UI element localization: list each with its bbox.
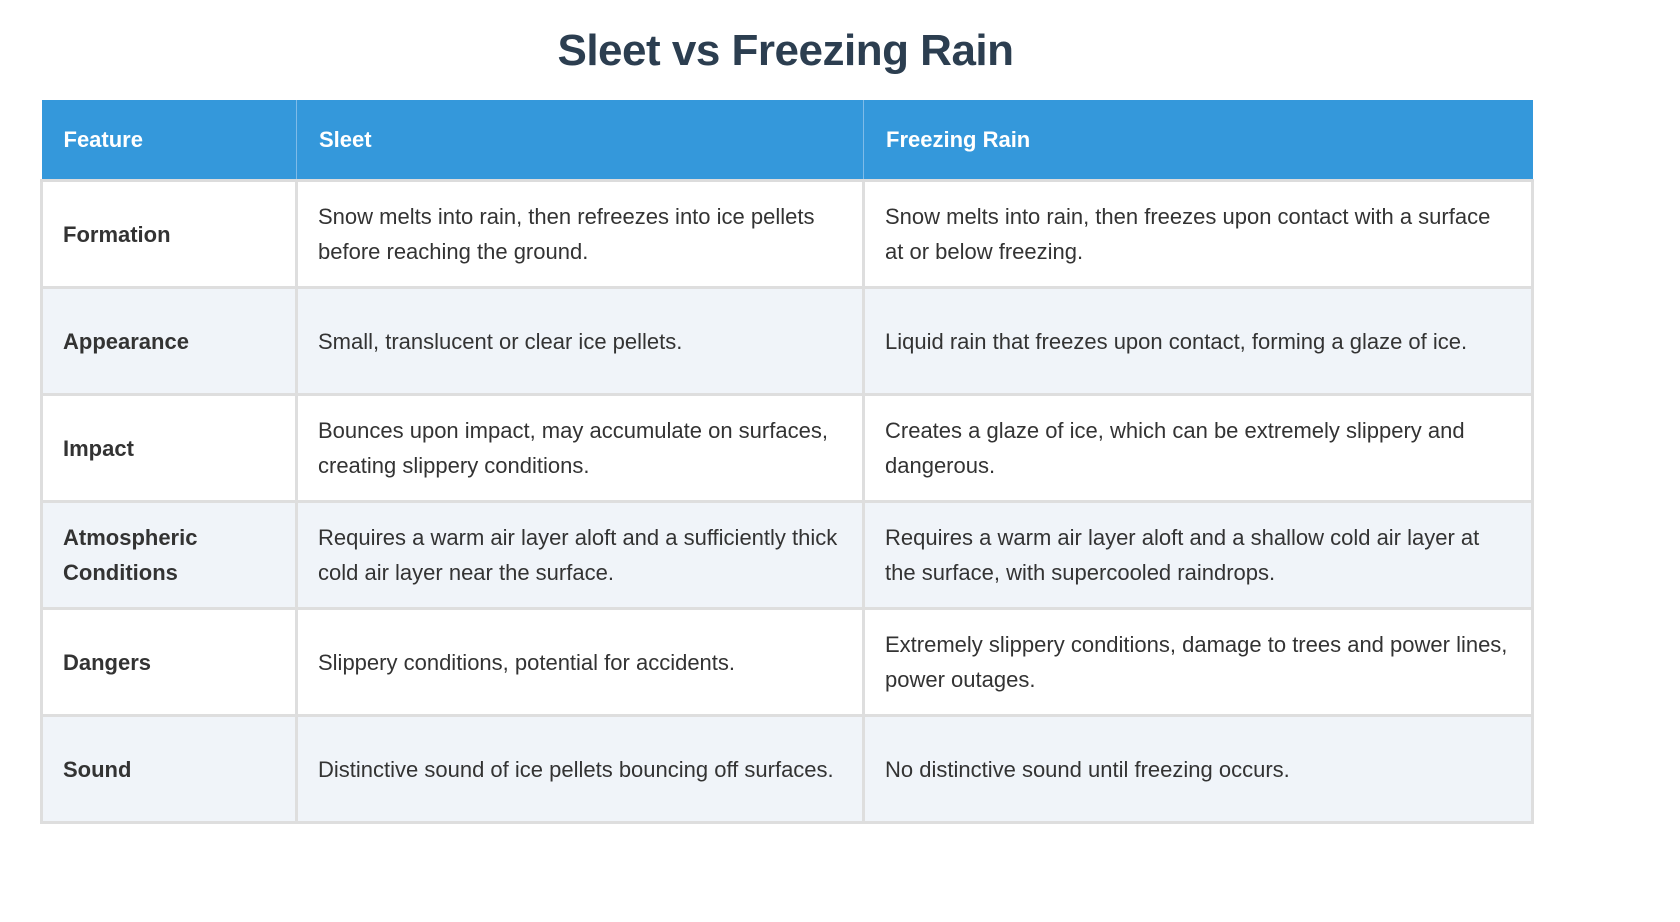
sleet-cell: Slippery conditions, potential for accid…	[295, 607, 865, 717]
freezing-rain-cell: Liquid rain that freezes upon contact, f…	[862, 286, 1534, 396]
sleet-cell: Small, translucent or clear ice pellets.	[295, 286, 865, 396]
freezing-rain-cell: Creates a glaze of ice, which can be ext…	[862, 393, 1534, 503]
feature-cell: Appearance	[40, 286, 298, 396]
header-feature: Feature	[41, 100, 297, 182]
table-row: Atmospheric Conditions Requires a warm a…	[40, 500, 1534, 610]
table-row: Impact Bounces upon impact, may accumula…	[40, 393, 1534, 503]
header-freezing-rain: Freezing Rain	[863, 100, 1533, 182]
sleet-cell: Distinctive sound of ice pellets bouncin…	[295, 714, 865, 824]
freezing-rain-cell: No distinctive sound until freezing occu…	[862, 714, 1534, 824]
sleet-cell: Bounces upon impact, may accumulate on s…	[295, 393, 865, 503]
table-row: Formation Snow melts into rain, then ref…	[40, 179, 1534, 289]
header-sleet: Sleet	[296, 100, 864, 182]
feature-cell: Impact	[40, 393, 298, 503]
feature-cell: Atmospheric Conditions	[40, 500, 298, 610]
comparison-table: Feature Sleet Freezing Rain Formation Sn…	[40, 100, 1534, 824]
sleet-cell: Snow melts into rain, then refreezes int…	[295, 179, 865, 289]
feature-cell: Sound	[40, 714, 298, 824]
freezing-rain-cell: Extremely slippery conditions, damage to…	[862, 607, 1534, 717]
sleet-cell: Requires a warm air layer aloft and a su…	[295, 500, 865, 610]
header-row: Feature Sleet Freezing Rain	[41, 100, 1533, 182]
feature-cell: Formation	[40, 179, 298, 289]
table-row: Dangers Slippery conditions, potential f…	[40, 607, 1534, 717]
page-title: Sleet vs Freezing Rain	[557, 26, 1014, 75]
table-row: Sound Distinctive sound of ice pellets b…	[40, 714, 1534, 824]
freezing-rain-cell: Requires a warm air layer aloft and a sh…	[862, 500, 1534, 610]
freezing-rain-cell: Snow melts into rain, then freezes upon …	[862, 179, 1534, 289]
table-row: Appearance Small, translucent or clear i…	[40, 286, 1534, 396]
feature-cell: Dangers	[40, 607, 298, 717]
